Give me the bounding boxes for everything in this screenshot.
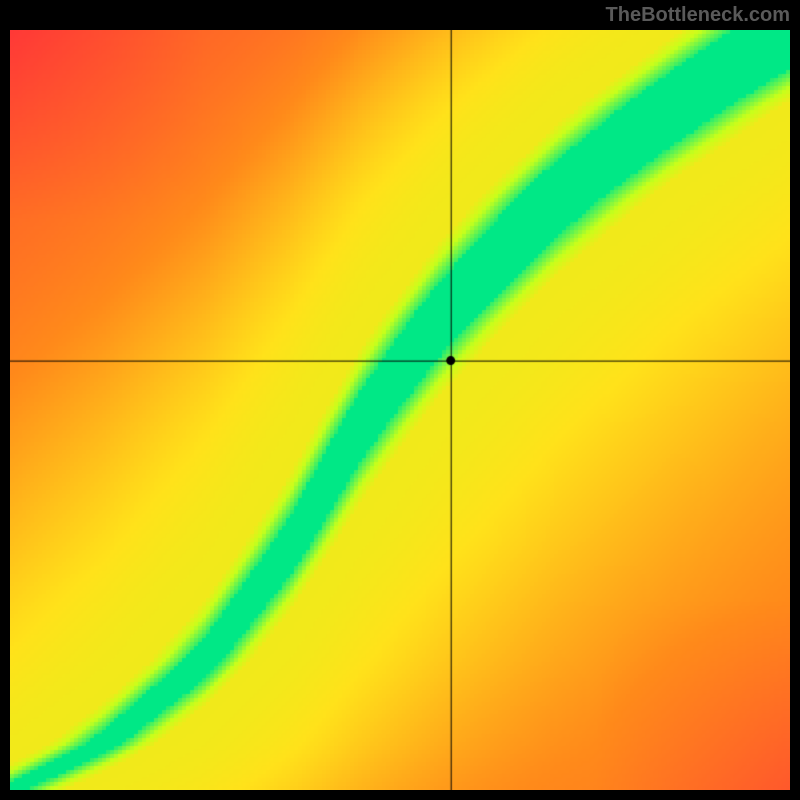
watermark-text: TheBottleneck.com bbox=[606, 4, 790, 27]
chart-container: TheBottleneck.com bbox=[0, 0, 800, 800]
heatmap-canvas bbox=[10, 30, 790, 790]
